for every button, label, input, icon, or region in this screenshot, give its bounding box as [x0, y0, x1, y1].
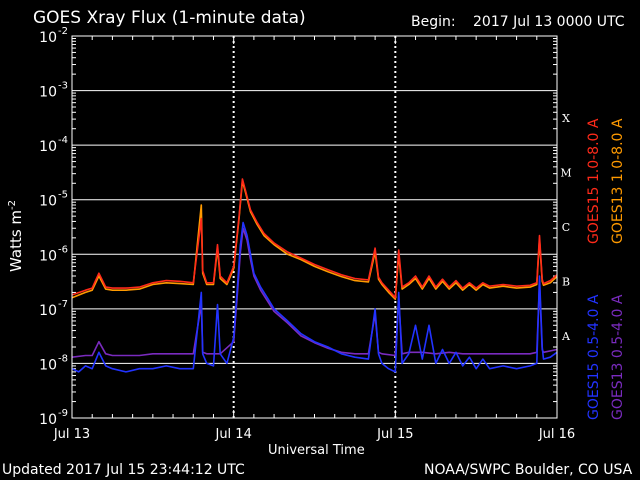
y-tick-exponent: -4 [58, 135, 68, 146]
legend-goes13-long: GOES13 1.0-8.0 A [610, 119, 626, 244]
series-line [71, 227, 558, 358]
y-tick-exponent: -8 [58, 353, 68, 364]
y-tick-exponent: -3 [58, 81, 68, 92]
y-tick-label: 10 [39, 412, 57, 428]
y-tick-exponent: -7 [58, 299, 68, 310]
updated-timestamp: Updated 2017 Jul 15 23:44:12 UTC [2, 462, 245, 478]
legend-goes15-short-text: GOES15 0.5-4.0 A [586, 294, 602, 420]
legend-goes15-short: GOES15 0.5-4.0 A [586, 295, 602, 420]
series-line [71, 178, 558, 299]
x-tick-label: Jul 15 [376, 427, 413, 442]
legend-goes13-short-text: GOES13 0.5-4.0 A [610, 294, 626, 420]
y-tick-label: 10 [39, 248, 57, 264]
y-tick-label: 10 [39, 303, 57, 319]
y-tick-exponent: -5 [58, 190, 68, 201]
flare-class-label: B [562, 276, 570, 289]
y-tick-exponent: -9 [58, 408, 68, 419]
legend-goes15-long-text: GOES15 1.0-8.0 A [586, 118, 602, 244]
begin-label: Begin: [411, 14, 456, 30]
series-line [71, 221, 558, 373]
y-tick-exponent: -2 [58, 26, 68, 37]
y-tick-label: 10 [39, 85, 57, 101]
y-tick-label: 10 [39, 194, 57, 210]
flare-class-label: X [562, 112, 570, 125]
y-tick-exponent: -6 [58, 244, 68, 255]
y-tick-label: 10 [39, 139, 57, 155]
flare-class-label: A [561, 330, 571, 343]
y-tick-label: 10 [39, 30, 57, 46]
y-tick-label: 10 [39, 357, 57, 373]
legend-goes13-long-text: GOES13 1.0-8.0 A [610, 118, 626, 244]
x-tick-label: Jul 14 [214, 427, 251, 442]
x-axis-label: Universal Time [268, 443, 365, 458]
credit-text: NOAA/SWPC Boulder, CO USA [424, 462, 633, 478]
series-line [71, 180, 558, 301]
legend-goes13-short: GOES13 0.5-4.0 A [610, 295, 626, 420]
legend-goes15-long: GOES15 1.0-8.0 A [586, 119, 602, 244]
chart-title: GOES Xray Flux (1-minute data) [33, 8, 306, 28]
plot-frame [71, 35, 558, 419]
flare-class-label: C [562, 221, 570, 234]
flare-class-label: M [560, 166, 571, 179]
x-tick-label: Jul 13 [53, 427, 90, 442]
begin-value: 2017 Jul 13 0000 UTC [473, 14, 625, 30]
x-tick-label: Jul 16 [538, 427, 575, 442]
